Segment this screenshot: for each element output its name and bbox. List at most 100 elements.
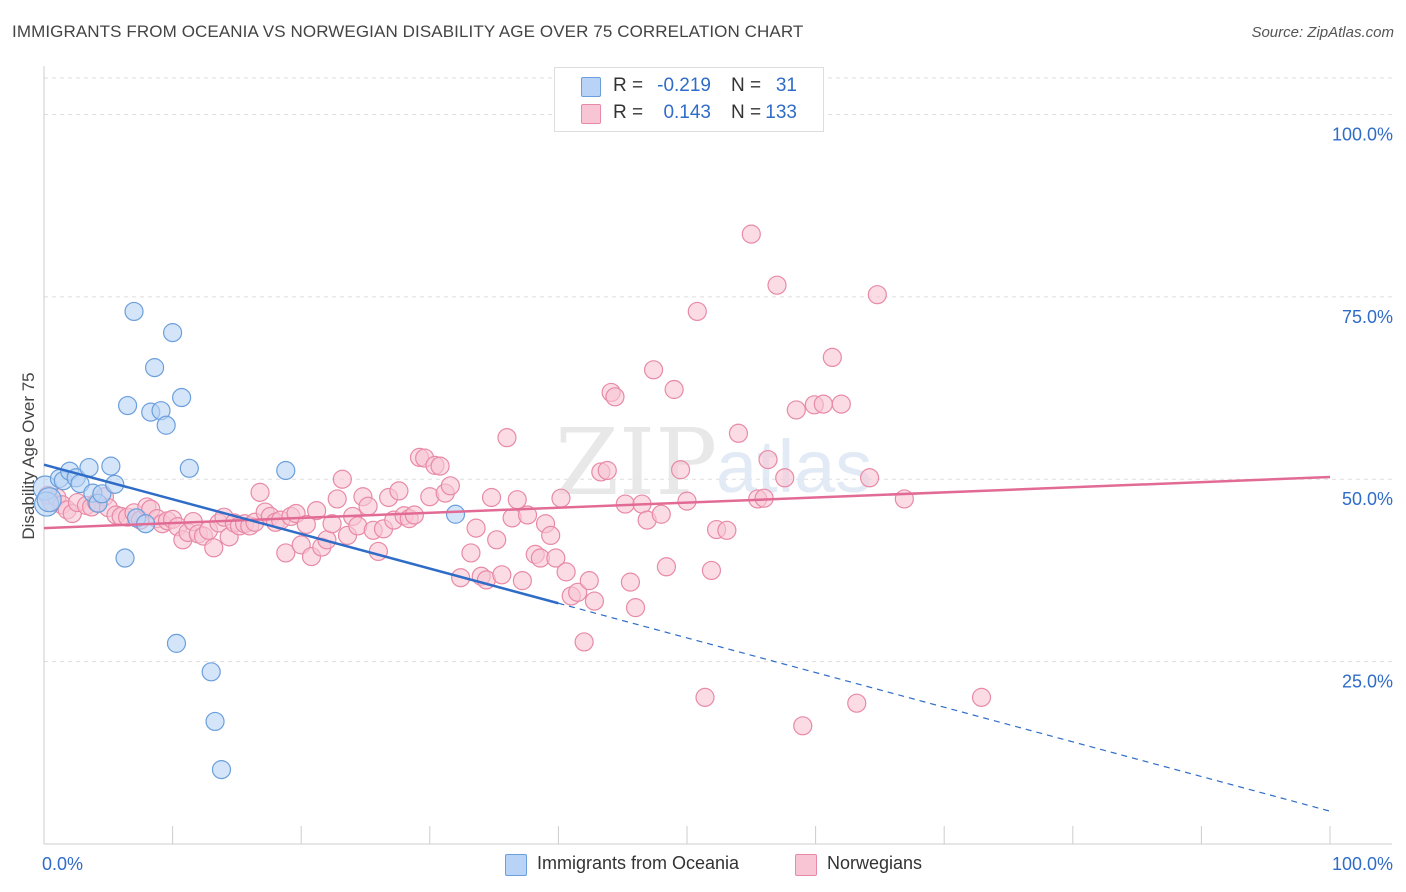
oceania-point: [205, 711, 225, 732]
legend-swatch-pink: [581, 104, 601, 124]
norwegian-point: [620, 572, 641, 592]
norwegian-point: [597, 460, 617, 481]
oceania-point: [211, 759, 232, 780]
norwegian-point: [546, 548, 566, 568]
x-tick-label-0: 0.0%: [42, 854, 83, 874]
norwegian-point: [793, 716, 813, 736]
norwegians-trend-line: [43, 475, 1331, 530]
y-tick-label: 25.0%: [1342, 672, 1393, 692]
norwegian-point: [487, 530, 507, 550]
y-tick-label: 75.0%: [1342, 307, 1393, 327]
oceania-point: [124, 301, 144, 322]
norwegian-point: [512, 571, 532, 591]
x-tick-label-100: 100.0%: [1332, 854, 1393, 874]
norwegian-point: [358, 496, 378, 516]
norwegian-point: [643, 360, 664, 380]
source-attribution: Source: ZipAtlas.com: [1251, 24, 1394, 41]
axis-ticks: 25.0% 50.0% 75.0% 100.0%: [43, 124, 1393, 844]
norwegian-point: [741, 224, 761, 244]
bottom-legend-swatch-pink: [795, 854, 817, 876]
norwegian-point: [584, 591, 605, 611]
oceania-point: [201, 662, 221, 682]
oceania-points: [32, 301, 466, 780]
norwegian-point: [767, 275, 787, 295]
norwegian-point: [605, 387, 625, 407]
norwegian-point: [389, 481, 409, 501]
norwegian-point: [717, 520, 737, 540]
norwegian-point: [695, 687, 715, 707]
trend-lines: [43, 463, 1331, 812]
norwegian-point: [551, 488, 571, 508]
norwegian-point: [404, 505, 424, 525]
oceania-point: [179, 458, 199, 478]
norwegian-point: [579, 571, 599, 591]
legend-r-value: 0.143: [663, 102, 711, 123]
oceania-point: [144, 358, 165, 378]
norwegian-point: [332, 469, 352, 489]
legend-r-label: R =: [613, 75, 644, 96]
norwegian-point: [492, 565, 512, 585]
norwegian-point: [786, 400, 806, 420]
y-axis-label: Disability Age Over 75: [19, 372, 38, 539]
norwegian-point: [507, 490, 527, 510]
norwegian-point: [307, 501, 327, 521]
bottom-legend-label-oceania: Immigrants from Oceania: [537, 853, 740, 873]
oceania-point: [36, 487, 62, 513]
legend-row-oceania: R = -0.219 N = 31: [555, 74, 823, 100]
norwegian-point: [481, 487, 502, 508]
norwegian-point: [276, 543, 296, 563]
legend-n-label: N =: [731, 102, 762, 123]
oceania-point: [163, 323, 183, 343]
norwegian-point: [517, 505, 538, 525]
norwegian-point: [867, 285, 887, 305]
legend-row-norwegians: R = 0.143 N = 133: [555, 101, 823, 127]
norwegian-point: [701, 560, 722, 581]
norwegian-point: [813, 394, 833, 414]
y-tick-label: 50.0%: [1342, 489, 1393, 509]
norwegian-point: [758, 449, 778, 470]
norwegian-point: [556, 562, 576, 582]
norwegian-point: [831, 394, 851, 414]
oceania-point: [117, 395, 138, 416]
stats-legend: R = -0.219 N = 31 R = 0.143 N = 133: [554, 67, 824, 132]
norwegian-point: [728, 423, 749, 443]
norwegian-point: [327, 489, 347, 509]
norwegian-point: [430, 456, 450, 476]
oceania-point: [172, 387, 192, 408]
legend-n-label: N =: [731, 75, 762, 96]
oceania-point: [92, 484, 112, 504]
y-tick-label: 100.0%: [1332, 124, 1393, 144]
norwegian-point: [322, 514, 342, 534]
norwegian-point: [574, 632, 594, 652]
norwegians-points: [38, 224, 992, 736]
norwegian-point: [368, 541, 388, 562]
oceania-point: [445, 504, 466, 524]
legend-swatch-blue: [581, 77, 601, 97]
norwegian-point: [541, 525, 561, 546]
legend-n-value: 133: [765, 102, 797, 123]
norwegian-point: [568, 582, 588, 602]
norwegian-point: [670, 460, 691, 480]
chart-title: IMMIGRANTS FROM OCEANIA VS NORWEGIAN DIS…: [12, 22, 804, 41]
norwegian-point: [651, 504, 671, 524]
bottom-legend-swatch-blue: [505, 854, 527, 876]
norwegian-point: [656, 557, 677, 577]
oceania-point: [156, 415, 176, 435]
oceania-point: [101, 456, 121, 476]
norwegian-point: [440, 476, 460, 496]
norwegian-point: [687, 301, 707, 322]
legend-r-label: R =: [613, 102, 644, 123]
norwegian-point: [296, 514, 316, 535]
norwegian-point: [860, 468, 880, 488]
bottom-legend-label-norwegians: Norwegians: [827, 853, 923, 873]
norwegian-point: [847, 693, 867, 713]
oceania-trend-line-dashed: [558, 602, 1331, 812]
norwegian-point: [664, 379, 684, 400]
axes: [43, 66, 1392, 845]
norwegian-point: [822, 347, 842, 368]
norwegian-point: [971, 687, 992, 707]
oceania-point: [166, 633, 187, 653]
oceania-point: [276, 460, 296, 481]
oceania-point: [115, 548, 135, 568]
